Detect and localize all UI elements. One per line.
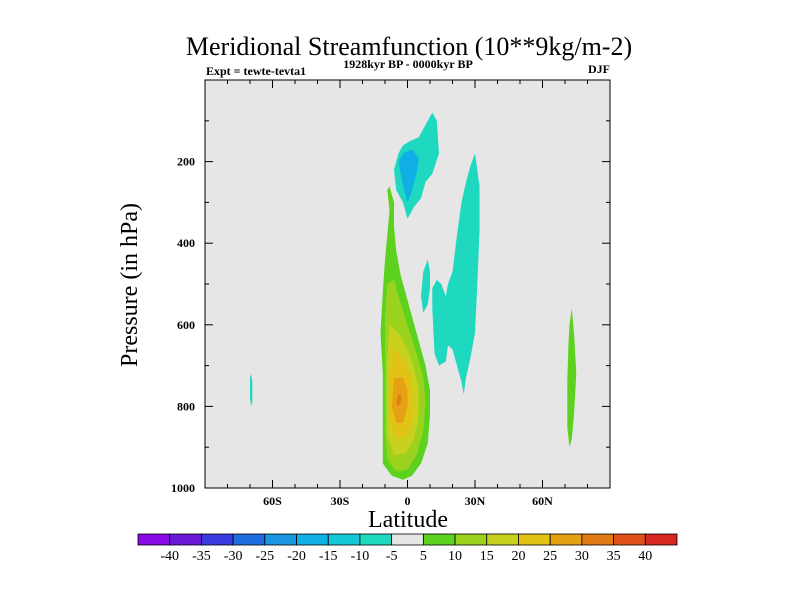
colorbar-label: 40 xyxy=(638,549,652,564)
colorbar-label: 15 xyxy=(480,549,494,564)
colorbar-box xyxy=(581,533,614,546)
colorbar-label: -15 xyxy=(319,549,338,564)
x-tick-label: 0 xyxy=(405,494,411,508)
colorbar-box xyxy=(549,533,583,546)
y-tick-label: 400 xyxy=(177,236,195,250)
x-tick-label: 30N xyxy=(465,494,486,508)
colorbar-box xyxy=(201,533,234,546)
experiment-label: Expt = tewte-tevta1 xyxy=(206,64,306,78)
colorbar-label: -5 xyxy=(386,549,398,564)
period-label: 1928kyr BP - 0000kyr BP xyxy=(343,57,473,71)
colorbar-box xyxy=(264,533,297,546)
colorbar-label: 10 xyxy=(448,549,462,564)
season-label: DJF xyxy=(588,62,610,76)
colorbar-box xyxy=(422,533,456,546)
x-tick-label: 60S xyxy=(263,494,282,508)
colorbar-box xyxy=(169,533,202,546)
colorbar-label: 25 xyxy=(543,549,557,564)
contour-northern-side-lobe xyxy=(421,259,430,313)
colorbar-label: -20 xyxy=(287,549,306,564)
colorbar-label: -10 xyxy=(351,549,370,564)
colorbar-label: 20 xyxy=(511,549,525,564)
x-axis-label: Latitude xyxy=(368,507,448,533)
axes: 60S 30S 0 30N 60N 200 400 600 800 1000 xyxy=(171,80,610,508)
colorbar-label: 35 xyxy=(607,549,621,564)
contour-northern-polar-cell xyxy=(567,308,577,448)
colorbar-label: -30 xyxy=(224,549,243,564)
y-tick-label: 600 xyxy=(177,318,195,332)
colorbar-box xyxy=(486,533,519,546)
colorbar-box xyxy=(296,533,329,546)
colorbar-label: 5 xyxy=(420,549,427,564)
y-axis-label: Pressure (in hPa) xyxy=(117,203,143,367)
contour-regions xyxy=(250,112,577,480)
contour-polar-sliver xyxy=(250,373,253,407)
colorbar-box xyxy=(327,533,361,546)
colorbar-box xyxy=(518,533,551,546)
colorbar-box xyxy=(613,533,646,546)
colorbar-label: -25 xyxy=(255,549,274,564)
colorbar-box xyxy=(454,533,488,546)
colorbar-label: 30 xyxy=(575,549,589,564)
y-tick-label: 200 xyxy=(177,155,195,169)
y-tick-label: 1000 xyxy=(171,481,195,495)
x-tick-label: 30S xyxy=(331,494,350,508)
colorbar-label: -35 xyxy=(192,549,211,564)
colorbar-box xyxy=(232,533,266,546)
colorbar: -40 -35 -30 -25 -20 -15 -10 -5 5 10 15 20 25 30 35 40 xyxy=(137,533,678,564)
contour-northern-cell xyxy=(432,153,480,395)
colorbar-box xyxy=(391,533,424,546)
colorbar-label: -40 xyxy=(160,549,179,564)
colorbar-box xyxy=(359,533,393,546)
y-tick-label: 800 xyxy=(177,399,195,413)
contour-southern-upper-core xyxy=(398,149,419,203)
colorbar-box xyxy=(644,533,678,546)
chart-title: Meridional Streamfunction (10**9kg/m-2) xyxy=(186,32,632,61)
x-tick-label: 60N xyxy=(532,494,553,508)
colorbar-box xyxy=(137,533,171,546)
contour-hadley-cell-30 xyxy=(396,394,401,407)
